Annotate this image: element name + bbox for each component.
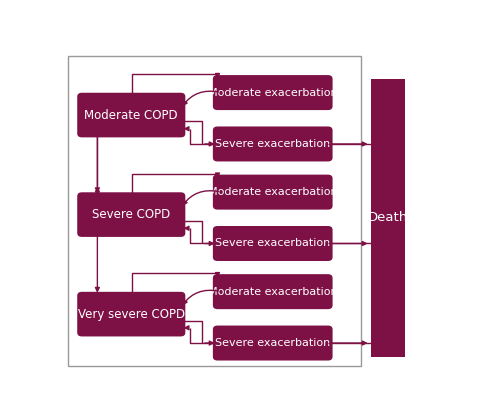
- FancyBboxPatch shape: [77, 292, 186, 337]
- FancyBboxPatch shape: [213, 274, 332, 309]
- FancyBboxPatch shape: [213, 326, 332, 361]
- Text: Moderate exacerbation: Moderate exacerbation: [208, 187, 338, 197]
- Text: Severe COPD: Severe COPD: [92, 208, 170, 221]
- Text: Severe exacerbation: Severe exacerbation: [215, 139, 330, 149]
- Text: Death: Death: [368, 211, 408, 224]
- Text: Severe exacerbation: Severe exacerbation: [215, 239, 330, 249]
- FancyBboxPatch shape: [68, 56, 361, 366]
- FancyBboxPatch shape: [213, 75, 332, 110]
- FancyBboxPatch shape: [77, 93, 186, 137]
- Text: Very severe COPD: Very severe COPD: [78, 308, 185, 321]
- FancyBboxPatch shape: [77, 192, 186, 237]
- Text: Moderate exacerbation: Moderate exacerbation: [208, 88, 338, 98]
- FancyBboxPatch shape: [213, 226, 332, 261]
- FancyBboxPatch shape: [213, 175, 332, 210]
- Text: Severe exacerbation: Severe exacerbation: [215, 338, 330, 348]
- Text: Moderate COPD: Moderate COPD: [84, 108, 178, 122]
- FancyBboxPatch shape: [370, 79, 406, 357]
- Text: Moderate exacerbation: Moderate exacerbation: [208, 286, 338, 296]
- FancyBboxPatch shape: [213, 126, 332, 161]
